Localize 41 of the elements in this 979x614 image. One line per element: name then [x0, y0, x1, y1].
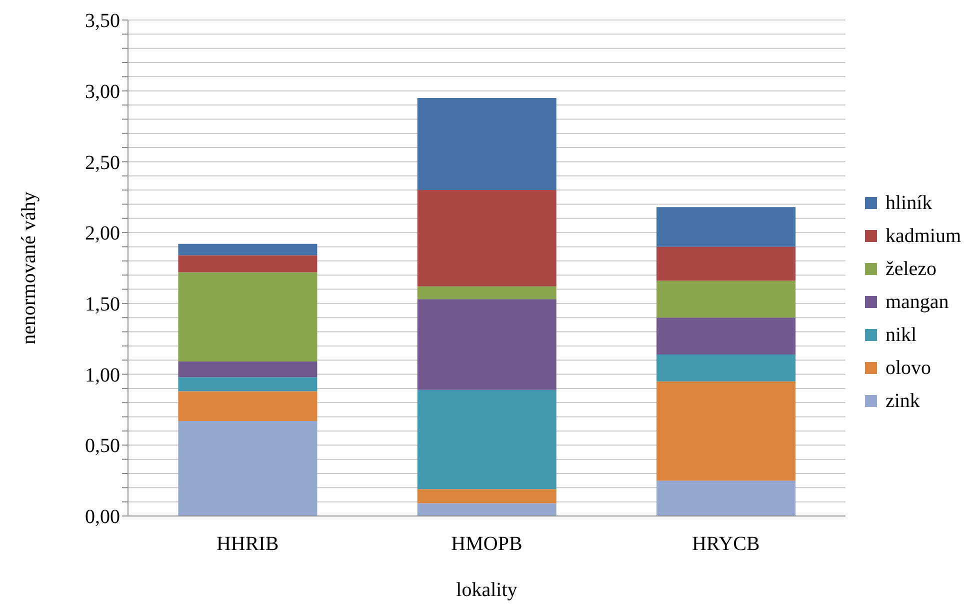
y-tick-label: 2,50	[85, 152, 120, 174]
bar	[417, 98, 556, 190]
x-axis-title: lokality	[456, 579, 518, 601]
y-tick-label: 1,00	[85, 364, 120, 386]
legend-label: hliník	[885, 192, 932, 214]
bar	[178, 362, 318, 378]
bar	[417, 390, 556, 490]
legend-label: nikl	[885, 324, 917, 346]
bar	[656, 207, 796, 247]
bar	[178, 421, 318, 516]
legend-label: zink	[885, 390, 920, 412]
legend-label: kadmium	[885, 224, 961, 248]
bar	[656, 354, 796, 382]
y-tick-label: 1,50	[85, 294, 120, 316]
x-tick-label: HHRIB	[216, 533, 279, 556]
bar	[178, 377, 318, 392]
bar	[417, 503, 556, 516]
bar	[417, 489, 556, 504]
bar	[178, 391, 318, 422]
bar	[178, 272, 318, 362]
x-tick-label: HRYCB	[692, 533, 760, 556]
bar	[656, 381, 796, 481]
x-tick-label: HMOPB	[451, 533, 522, 556]
legend-label: olovo	[885, 356, 932, 380]
y-axis-title: nenormované váhy	[18, 192, 40, 344]
bar	[656, 246, 796, 281]
legend-label: železo	[885, 258, 937, 280]
bar	[417, 190, 556, 286]
y-tick-label: 0,50	[85, 435, 120, 458]
y-tick-label: 2,00	[85, 222, 120, 245]
bar	[656, 480, 796, 516]
bar	[417, 299, 556, 390]
bar	[656, 280, 796, 318]
legend-label: mangan	[885, 290, 949, 314]
bar	[178, 255, 318, 272]
y-tick-label: 3,00	[85, 80, 120, 103]
y-tick-label: 0,00	[85, 506, 120, 528]
bar	[417, 286, 556, 300]
bar	[178, 244, 318, 256]
bar	[656, 318, 796, 354]
y-tick-label: 3,50	[85, 10, 120, 32]
